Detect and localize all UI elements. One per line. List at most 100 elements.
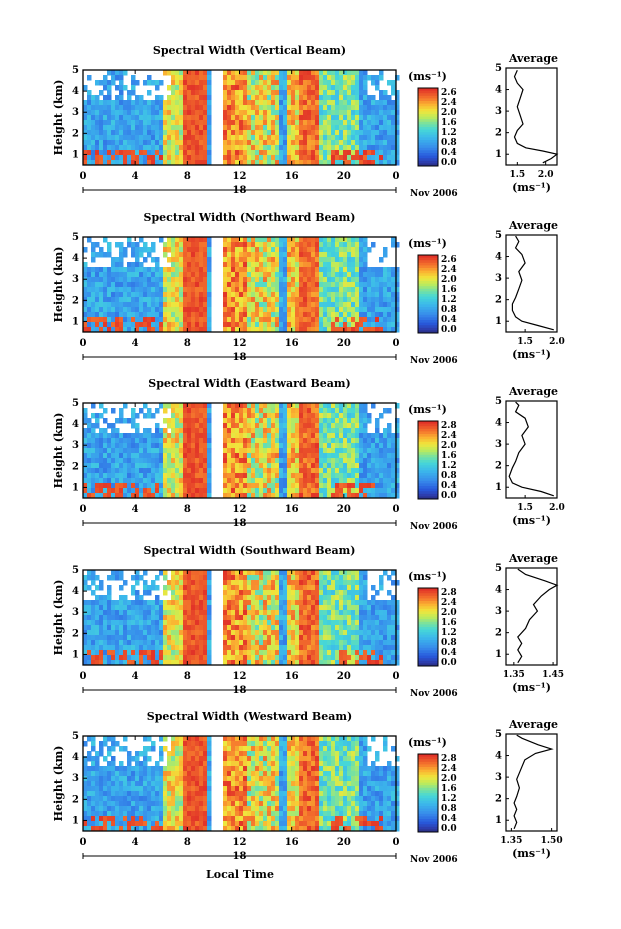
- avg-y-tick-label: 2: [495, 794, 502, 805]
- y-axis-label: Height (km): [52, 80, 65, 156]
- avg-x-tick-label: 1.45: [542, 670, 564, 680]
- x-axis-label: Local Time: [206, 868, 274, 881]
- colorbar-tick-label: 1.2: [441, 628, 457, 638]
- colorbar-segment: [418, 273, 438, 277]
- colorbar-frame: [417, 753, 439, 833]
- colorbar-segment: [418, 798, 438, 802]
- colorbar-tick-label: 0.0: [441, 491, 457, 501]
- colorbar-frame: [417, 587, 439, 667]
- colorbar-tick-label: 0.0: [441, 158, 457, 168]
- colorbar-segment: [418, 98, 438, 102]
- colorbar-segment: [418, 163, 438, 167]
- colorbar-segment: [418, 257, 438, 261]
- x-tick-label: 4: [132, 338, 139, 349]
- avg-y-tick-label: 4: [495, 418, 502, 429]
- colorbar-tick-label: 2.8: [441, 754, 457, 764]
- colorbar-segment: [418, 439, 438, 443]
- y-tick-label: 1: [72, 815, 79, 826]
- x-tick-label: 8: [184, 338, 191, 349]
- avg-y-tick-label: 2: [495, 628, 502, 639]
- y-tick-label: 2: [72, 461, 79, 472]
- colorbar-segment: [418, 275, 438, 279]
- colorbar-segment: [418, 140, 438, 144]
- colorbar-segment: [418, 483, 438, 487]
- panel-title: Spectral Width (Vertical Beam): [153, 44, 346, 57]
- colorbar-segment: [418, 493, 438, 497]
- colorbar-segment: [418, 121, 438, 125]
- x-tick-label: 4: [132, 671, 139, 682]
- colorbar-segment: [418, 288, 438, 292]
- colorbar-segment: [418, 813, 438, 817]
- colorbar-segment: [418, 158, 438, 162]
- colorbar-segment: [418, 632, 438, 636]
- colorbar-segment: [418, 312, 438, 316]
- colorbar-segment: [418, 647, 438, 651]
- colorbar-tick-label: 0.4: [441, 148, 457, 158]
- colorbar-segment: [418, 621, 438, 625]
- panel-1: Spectral Width (Northward Beam)12345Heig…: [52, 211, 565, 366]
- colorbar-segment: [418, 824, 438, 828]
- x-tick-label: 16: [285, 504, 299, 515]
- y-tick-label: 3: [72, 773, 79, 784]
- colorbar-segment: [418, 449, 438, 453]
- colorbar-segment: [418, 780, 438, 784]
- colorbar-unit: (ms⁻¹): [408, 70, 447, 83]
- colorbar-segment: [418, 756, 438, 760]
- colorbar-unit: (ms⁻¹): [408, 403, 447, 416]
- colorbar-tick-label: 1.2: [441, 461, 457, 471]
- colorbar-tick-label: 0.4: [441, 648, 457, 658]
- x-tick-label: 12: [233, 338, 247, 349]
- x-tick-label: 20: [337, 504, 351, 515]
- colorbar-segment: [418, 441, 438, 445]
- colorbar-segment: [418, 454, 438, 458]
- colorbar-segment: [418, 601, 438, 605]
- colorbar-tick-label: 0.4: [441, 315, 457, 325]
- colorbar-segment: [418, 787, 438, 791]
- avg-title: Average: [508, 718, 558, 731]
- day-label: 18: [233, 352, 247, 363]
- x-tick-label: 20: [337, 837, 351, 848]
- avg-x-tick-label: 2.0: [538, 170, 554, 180]
- colorbar-segment: [418, 460, 438, 464]
- colorbar-segment: [418, 793, 438, 797]
- avg-x-tick-label: 2.0: [549, 503, 565, 513]
- colorbar-segment: [418, 106, 438, 110]
- x-tick-label: 0: [393, 837, 400, 848]
- colorbar-segment: [418, 769, 438, 773]
- colorbar-segment: [418, 658, 438, 662]
- day-label: 18: [233, 185, 247, 196]
- colorbar-segment: [418, 488, 438, 492]
- heatmap-cells: [83, 736, 400, 832]
- colorbar-segment: [418, 129, 438, 133]
- avg-x-tick-label: 1.50: [541, 836, 563, 846]
- x-tick-label: 16: [285, 671, 299, 682]
- colorbar-segment: [418, 124, 438, 128]
- avg-x-tick-label: 1.35: [503, 670, 525, 680]
- colorbar-segment: [418, 153, 438, 157]
- colorbar-segment: [418, 759, 438, 763]
- colorbar-tick-label: 0.8: [441, 138, 457, 148]
- colorbar-frame: [417, 254, 439, 334]
- y-tick-label: 3: [72, 440, 79, 451]
- date-label: Nov 2006: [410, 689, 458, 699]
- colorbar-segment: [418, 421, 438, 425]
- colorbar-tick-label: 2.4: [441, 265, 457, 275]
- colorbar-segment: [418, 782, 438, 786]
- colorbar-segment: [418, 119, 438, 123]
- colorbar-segment: [418, 611, 438, 615]
- colorbar-segment: [418, 642, 438, 646]
- colorbar-segment: [418, 470, 438, 474]
- x-tick-label: 12: [233, 504, 247, 515]
- colorbar-segment: [418, 774, 438, 778]
- colorbar-segment: [418, 772, 438, 776]
- colorbar-segment: [418, 260, 438, 264]
- colorbar-segment: [418, 320, 438, 324]
- colorbar-segment: [418, 826, 438, 830]
- avg-unit: (ms⁻¹): [512, 681, 551, 694]
- colorbar-segment: [418, 283, 438, 287]
- colorbar-segment: [418, 821, 438, 825]
- colorbar-segment: [418, 132, 438, 136]
- y-tick-label: 1: [72, 316, 79, 327]
- colorbar-segment: [418, 619, 438, 623]
